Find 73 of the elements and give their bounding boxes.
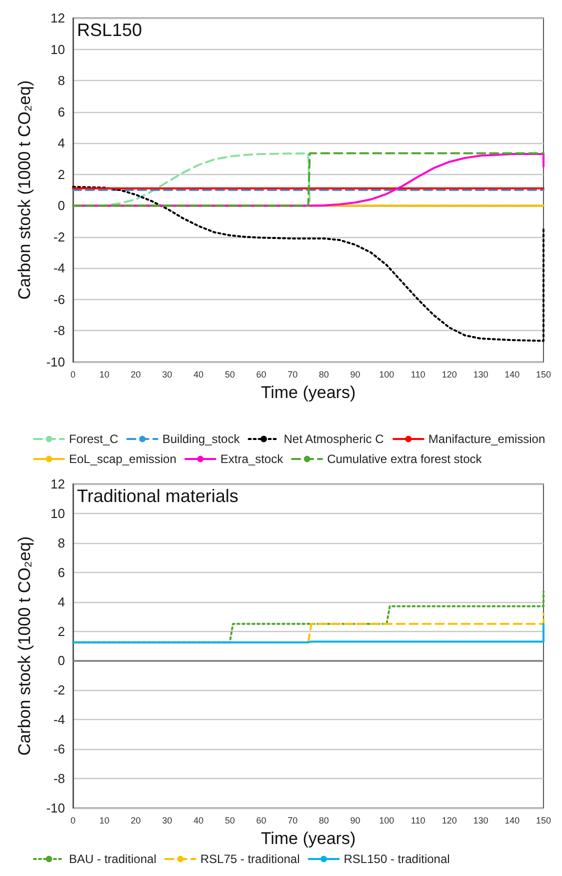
x-tick-label: 100: [379, 370, 394, 380]
y-tick-label: -2: [53, 229, 65, 244]
x-tick-label: 150: [536, 816, 552, 826]
y-tick-label: 10: [50, 506, 65, 521]
y-axis-title: Carbon stock (1000 t CO₂eq): [15, 80, 34, 300]
y-tick-label: 8: [58, 535, 65, 550]
x-tick-label: 50: [224, 370, 235, 380]
chart-title: Traditional materials: [77, 486, 238, 506]
y-tick-label: -8: [53, 323, 65, 338]
x-axis-title: Time (years): [260, 829, 356, 848]
legend-label: Net Atmospheric C: [284, 432, 384, 446]
x-tick-label: 130: [473, 816, 488, 826]
y-tick-label: 0: [58, 198, 65, 214]
x-tick-label: 100: [379, 816, 394, 826]
y-tick-label: 12: [50, 10, 65, 26]
x-tick-label: 40: [193, 816, 204, 826]
x-tick-label: 10: [99, 816, 110, 826]
x-tick-label: 90: [350, 816, 360, 826]
x-tick-label: 0: [70, 370, 76, 380]
legend-label: Building_stock: [162, 432, 241, 446]
x-tick-label: 60: [256, 370, 266, 380]
y-tick-label: 6: [58, 564, 65, 580]
legend-label: BAU - traditional: [69, 852, 156, 866]
legend-label: RSL150 - traditional: [344, 852, 450, 866]
x-tick-label: 30: [162, 816, 172, 826]
x-tick-label: 20: [130, 370, 141, 380]
legend-label: Extra_stock: [220, 452, 284, 466]
y-tick-label: 8: [58, 73, 65, 88]
x-tick-label: 70: [288, 370, 298, 380]
x-tick-label: 80: [318, 370, 329, 380]
chart-title: RSL150: [77, 20, 142, 40]
y-tick-label: 4: [58, 136, 65, 151]
y-tick-label: -6: [53, 292, 65, 307]
y-tick-label: 4: [58, 594, 65, 610]
x-tick-label: 10: [99, 370, 110, 380]
x-tick-label: 50: [224, 816, 235, 826]
y-tick-label: 2: [58, 166, 65, 182]
x-tick-label: 90: [350, 370, 360, 380]
y-tick-label: -8: [53, 771, 65, 786]
x-tick-label: 60: [256, 816, 266, 826]
x-tick-label: 110: [410, 370, 426, 380]
y-tick-label: 0: [58, 653, 65, 668]
legend-label: Manifacture_emission: [428, 432, 546, 446]
x-tick-label: 110: [410, 816, 426, 826]
y-axis-title: Carbon stock (1000 t CO₂eq): [15, 536, 34, 756]
legend-label: RSL75 - traditional: [200, 852, 300, 866]
x-tick-label: 120: [442, 370, 457, 380]
y-tick-label: 2: [58, 624, 65, 639]
x-tick-label: 30: [162, 370, 172, 380]
y-tick-label: -10: [46, 354, 65, 370]
y-tick-label: 12: [50, 476, 65, 492]
y-tick-label: -4: [53, 712, 65, 728]
line-series: [72, 186, 544, 342]
y-tick-label: -6: [53, 742, 65, 757]
x-tick-label: 150: [536, 370, 552, 380]
x-tick-label: 140: [504, 816, 520, 826]
x-tick-label: 70: [288, 816, 298, 826]
x-tick-label: 140: [504, 370, 520, 380]
y-tick-label: -4: [53, 260, 65, 276]
x-tick-label: 20: [130, 816, 141, 826]
x-tick-label: 40: [193, 370, 204, 380]
x-tick-label: 120: [442, 816, 457, 826]
y-tick-label: -2: [53, 682, 65, 698]
x-tick-label: 80: [318, 816, 329, 826]
legend-label: Cumulative extra forest stock: [327, 452, 483, 466]
y-tick-label: 6: [58, 104, 65, 120]
y-tick-label: 10: [50, 42, 65, 57]
y-tick-label: -10: [46, 800, 65, 816]
legend-label: EoL_scap_emission: [69, 452, 176, 466]
x-axis-title: Time (years): [260, 383, 356, 402]
x-tick-label: 0: [70, 816, 76, 826]
x-tick-label: 130: [473, 370, 488, 380]
legend-label: Forest_C: [69, 432, 119, 446]
